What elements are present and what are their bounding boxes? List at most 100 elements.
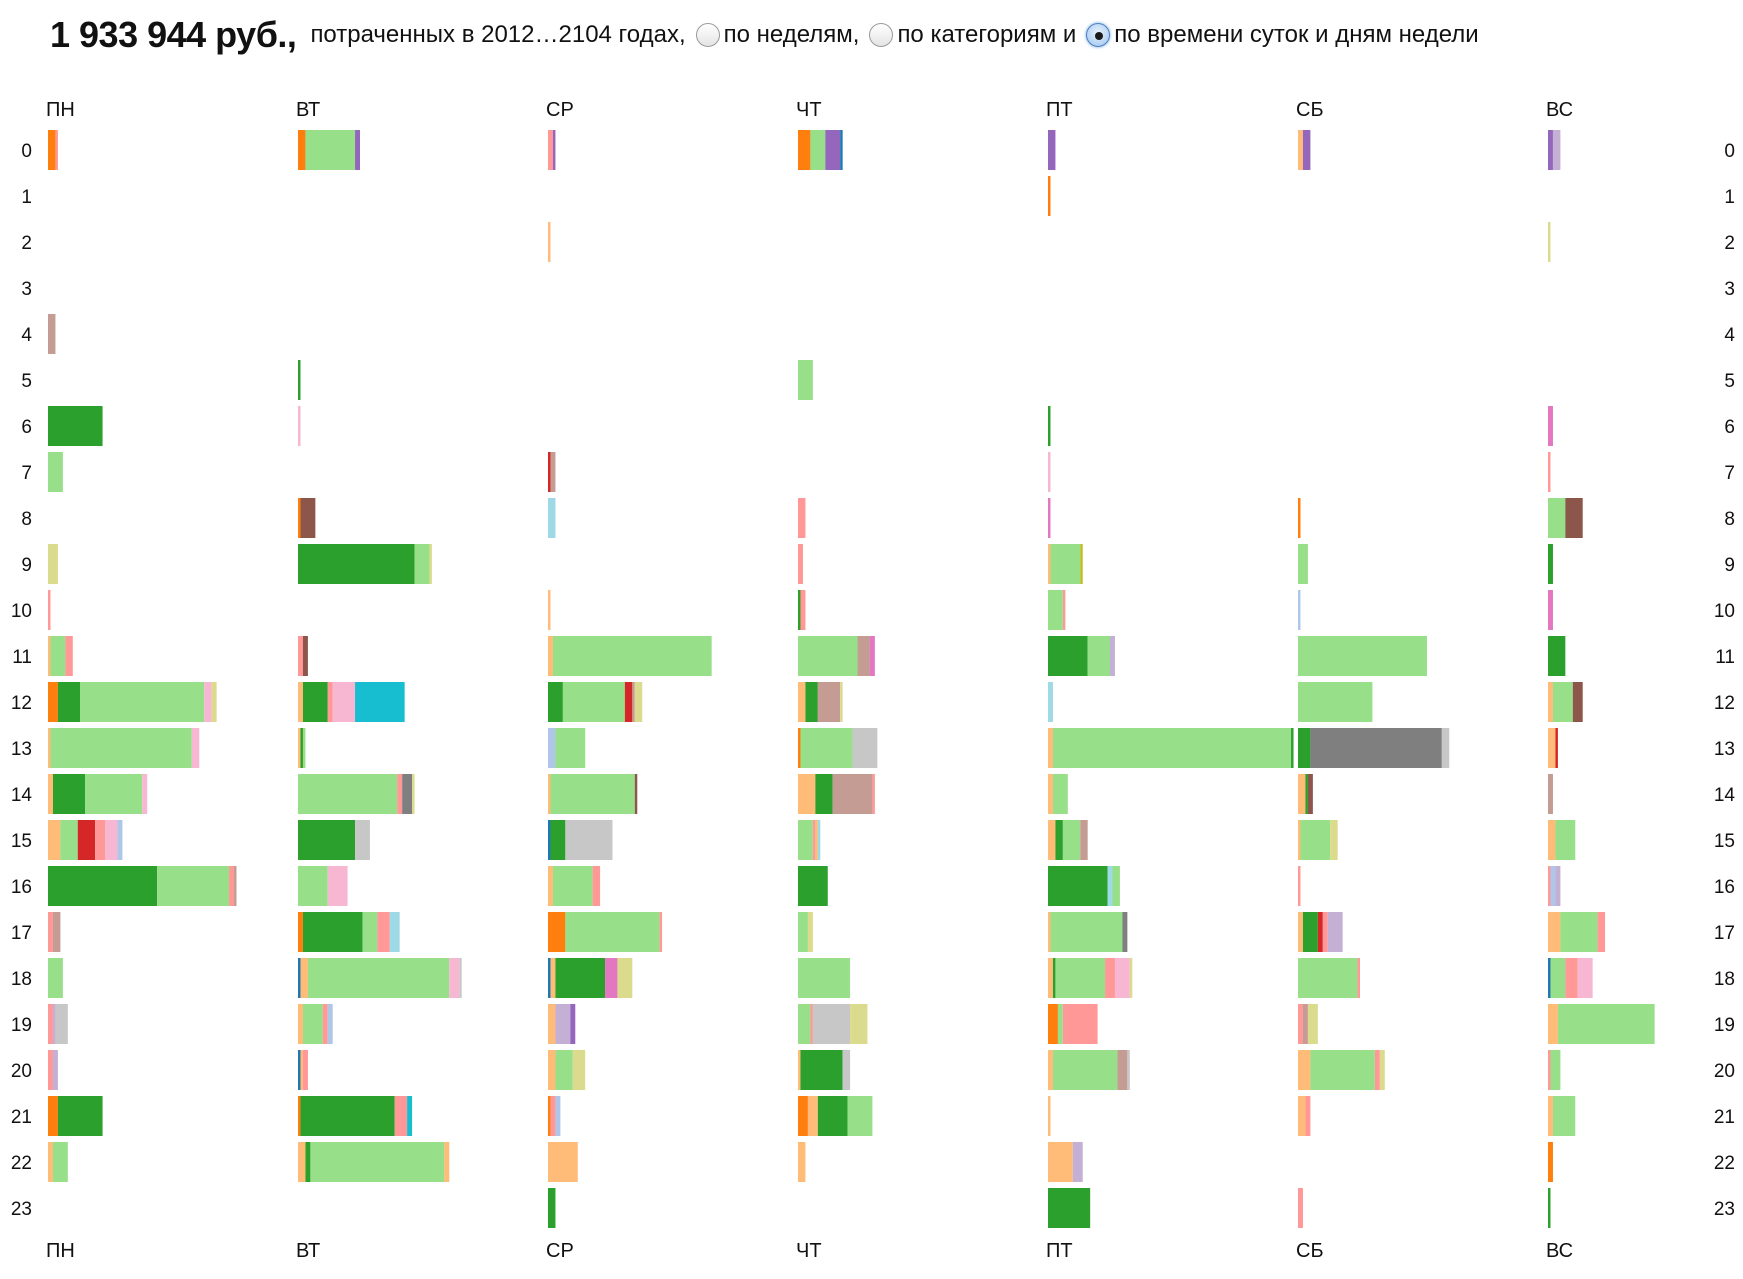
bar-segment	[825, 130, 841, 170]
bar-segment	[548, 912, 566, 952]
bar-segment	[48, 130, 56, 170]
view-option-time-of-day[interactable]: по времени суток и дням недели	[1086, 21, 1479, 49]
bar-segment	[1298, 498, 1301, 538]
hour-label-left: 20	[11, 1061, 32, 1082]
bar-segment	[1548, 682, 1553, 722]
bar-segment	[1548, 820, 1556, 860]
bar-segment	[1548, 866, 1551, 906]
bar-segment	[634, 682, 643, 722]
bar-segment	[857, 636, 870, 676]
bar-segment	[402, 774, 413, 814]
bar-segment	[1114, 958, 1130, 998]
bar-segment	[48, 912, 53, 952]
bar-segment	[798, 498, 806, 538]
bar-segment	[550, 820, 566, 860]
bar-segment	[1105, 958, 1115, 998]
bar-segment	[48, 958, 63, 998]
hour-label-left: 13	[11, 739, 32, 760]
bar-segment	[1330, 820, 1338, 860]
hour-label-right: 12	[1714, 693, 1735, 714]
bar-segment	[1048, 1004, 1058, 1044]
bar-segment	[1548, 728, 1556, 768]
bar-segment	[355, 820, 370, 860]
bar-segment	[815, 820, 818, 860]
radio-categories-icon[interactable]	[869, 23, 894, 47]
bar-segment	[1110, 636, 1115, 676]
hour-label-right: 11	[1715, 647, 1735, 668]
bar-segment	[191, 728, 200, 768]
bar-segment	[548, 130, 553, 170]
bar-segment	[229, 866, 234, 906]
day-label-bottom: ПН	[46, 1240, 75, 1262]
hour-label-right: 13	[1714, 739, 1735, 760]
view-option-weeks[interactable]: по неделям,	[695, 21, 859, 49]
bar-segment	[57, 682, 81, 722]
bar-segment	[302, 1050, 308, 1090]
bar-segment	[407, 1096, 413, 1136]
view-option-categories-label: по категориям и	[897, 21, 1077, 48]
bar-segment	[234, 866, 237, 906]
bar-segment	[1127, 1050, 1130, 1090]
radio-time-of-day-icon[interactable]	[1086, 23, 1111, 47]
bar-segment	[548, 452, 551, 492]
bar-segment	[548, 728, 556, 768]
bar-segment	[812, 1004, 851, 1044]
bar-segment	[52, 1142, 68, 1182]
bar-segment	[552, 636, 712, 676]
bar-segment	[298, 1096, 301, 1136]
day-label-top: ВС	[1546, 99, 1573, 121]
bar-segment	[1048, 130, 1056, 170]
hour-label-right: 18	[1714, 969, 1735, 990]
bar-segment	[298, 1004, 303, 1044]
bar-segment	[1298, 820, 1301, 860]
bar-segment	[1298, 958, 1358, 998]
bar-segment	[798, 774, 816, 814]
bar-segment	[1048, 774, 1053, 814]
bar-segment	[1298, 774, 1306, 814]
bar-segment	[810, 130, 826, 170]
bar-segment	[298, 406, 301, 446]
bar-segment	[1298, 912, 1303, 952]
bar-segment	[1298, 1096, 1306, 1136]
bar-segment	[55, 130, 58, 170]
bar-segment	[50, 636, 66, 676]
hour-label-right: 19	[1714, 1015, 1735, 1036]
bar-segment	[548, 774, 551, 814]
day-label-top: ЧТ	[796, 99, 822, 121]
bar-segment	[850, 1004, 868, 1044]
bar-segment	[852, 728, 878, 768]
bar-segment	[1062, 820, 1081, 860]
radio-weeks-icon[interactable]	[695, 23, 720, 47]
bar-segment	[48, 406, 103, 446]
bar-segment	[1548, 912, 1561, 952]
bar-segment	[872, 774, 875, 814]
bar-segment	[798, 1142, 806, 1182]
bar-segment	[48, 636, 51, 676]
bar-segment	[1548, 774, 1553, 814]
bar-segment	[1048, 958, 1053, 998]
bar-segment	[572, 1050, 586, 1090]
bar-segment	[1055, 820, 1063, 860]
bar-segment	[1291, 728, 1294, 768]
bar-segment	[1577, 958, 1593, 998]
hour-label-right: 22	[1714, 1153, 1735, 1174]
bar-segment	[322, 1004, 328, 1044]
bar-segment	[48, 1004, 53, 1044]
bar-segment	[310, 1142, 445, 1182]
bar-segment	[1050, 912, 1123, 952]
bar-segment	[48, 544, 58, 584]
hour-label-right: 9	[1724, 555, 1735, 576]
chart-header: 1 933 944 руб., потраченных в 2012…2104 …	[50, 10, 1479, 60]
hour-label-left: 2	[21, 233, 32, 254]
bar-segment	[1072, 1142, 1083, 1182]
bar-segment	[798, 912, 808, 952]
bar-segment	[632, 682, 635, 722]
view-option-categories[interactable]: по категориям и	[869, 21, 1076, 49]
bar-segment	[1555, 866, 1561, 906]
total-amount: 1 933 944 руб.,	[50, 14, 297, 55]
bar-segment	[1302, 912, 1318, 952]
hour-label-right: 7	[1724, 463, 1735, 484]
bar-segment	[842, 1050, 851, 1090]
period-text: потраченных в 2012…2104 годах,	[310, 21, 686, 48]
bar-segment	[800, 590, 806, 630]
